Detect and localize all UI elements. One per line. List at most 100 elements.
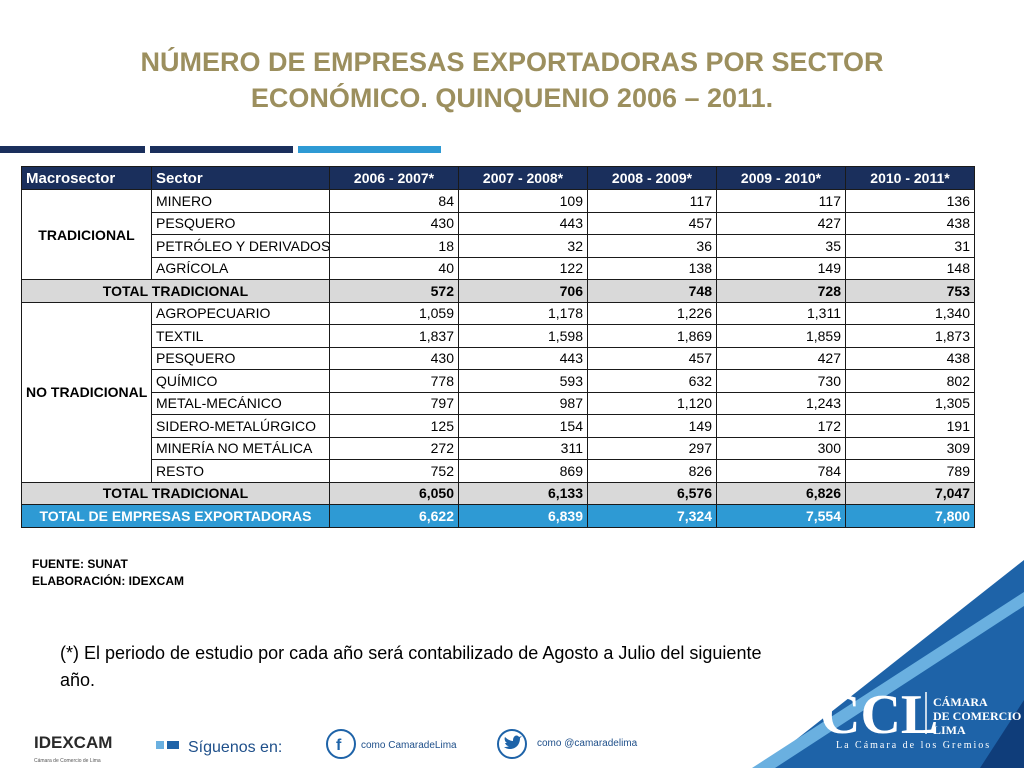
value-cell: 632 xyxy=(587,369,717,393)
header-year: 2007 - 2008* xyxy=(458,166,588,190)
follow-text: Síguenos en: xyxy=(188,739,282,756)
header-year: 2009 - 2010* xyxy=(716,166,846,190)
value-cell: 430 xyxy=(329,211,459,235)
value-cell: 32 xyxy=(458,234,588,258)
grand-total-value: 7,554 xyxy=(716,504,846,528)
value-cell: 1,226 xyxy=(587,301,717,325)
value-cell: 84 xyxy=(329,189,459,213)
value-cell: 31 xyxy=(845,234,975,258)
twitter-handle[interactable]: como @camaradelima xyxy=(537,738,638,749)
table-row: TEXTIL 1,837 1,598 1,869 1,859 1,873 xyxy=(22,324,975,348)
page-title: NÚMERO DE EMPRESAS EXPORTADORAS POR SECT… xyxy=(40,44,984,116)
value-cell: 154 xyxy=(458,414,588,438)
table-row: SIDERO-METALÚRGICO 125 154 149 172 191 xyxy=(22,414,975,438)
value-cell: 122 xyxy=(458,256,588,280)
value-cell: 117 xyxy=(716,189,846,213)
total-value: 753 xyxy=(845,279,975,303)
value-cell: 149 xyxy=(716,256,846,280)
footnote: (*) El periodo de estudio por cada año s… xyxy=(60,643,762,690)
value-cell: 311 xyxy=(458,436,588,460)
value-cell: 443 xyxy=(458,211,588,235)
header-macrosector: Macrosector xyxy=(21,166,152,190)
value-cell: 438 xyxy=(845,346,975,370)
table-row: PESQUERO 430 443 457 427 438 xyxy=(22,211,975,235)
value-cell: 109 xyxy=(458,189,588,213)
table-row: PESQUERO 430 443 457 427 438 xyxy=(22,346,975,370)
value-cell: 784 xyxy=(716,459,846,483)
value-cell: 36 xyxy=(587,234,717,258)
facebook-icon[interactable]: f xyxy=(326,729,356,759)
value-cell: 802 xyxy=(845,369,975,393)
title-line-1: NÚMERO DE EMPRESAS EXPORTADORAS POR SECT… xyxy=(140,47,884,77)
macrosector-cell: TRADICIONAL xyxy=(21,189,152,280)
value-cell: 1,311 xyxy=(716,301,846,325)
sector-cell: RESTO xyxy=(151,459,330,483)
sector-cell: QUÍMICO xyxy=(151,369,330,393)
value-cell: 797 xyxy=(329,391,459,415)
value-cell: 40 xyxy=(329,256,459,280)
value-cell: 826 xyxy=(587,459,717,483)
source-fuente: FUENTE: SUNAT xyxy=(32,557,128,571)
idexcam-logo: IDEXCAM xyxy=(34,733,112,752)
value-cell: 309 xyxy=(845,436,975,460)
value-cell: 987 xyxy=(458,391,588,415)
value-cell: 730 xyxy=(716,369,846,393)
value-cell: 778 xyxy=(329,369,459,393)
value-cell: 300 xyxy=(716,436,846,460)
header-year: 2006 - 2007* xyxy=(329,166,459,190)
value-cell: 1,305 xyxy=(845,391,975,415)
header-year: 2008 - 2009* xyxy=(587,166,717,190)
source-block: FUENTE: SUNAT ELABORACIÓN: IDEXCAM xyxy=(32,556,184,590)
total-value: 572 xyxy=(329,279,459,303)
total-label: TOTAL TRADICIONAL xyxy=(21,481,330,505)
value-cell: 1,178 xyxy=(458,301,588,325)
value-cell: 191 xyxy=(845,414,975,438)
svg-text:f: f xyxy=(336,737,342,754)
value-cell: 430 xyxy=(329,346,459,370)
table-row: PETRÓLEO Y DERIVADOS 18 32 36 35 31 xyxy=(22,234,975,258)
total-value: 748 xyxy=(587,279,717,303)
macrosector-cell: NO TRADICIONAL xyxy=(21,301,152,483)
value-cell: 438 xyxy=(845,211,975,235)
bar-navy-2 xyxy=(150,146,293,153)
value-cell: 1,120 xyxy=(587,391,717,415)
sector-cell: PESQUERO xyxy=(151,211,330,235)
facebook-handle[interactable]: como CamaradeLima xyxy=(361,740,457,751)
total-row: TOTAL TRADICIONAL 572 706 748 728 753 xyxy=(21,279,975,303)
table-row: RESTO 752 869 826 784 789 xyxy=(22,459,975,483)
follow-square-light xyxy=(156,741,164,749)
table-row: NO TRADICIONAL AGROPECUARIO 1,059 1,178 … xyxy=(21,301,975,483)
twitter-icon[interactable] xyxy=(497,729,527,759)
value-cell: 593 xyxy=(458,369,588,393)
total-row: TOTAL TRADICIONAL 6,050 6,133 6,576 6,82… xyxy=(21,481,975,505)
grand-total-value: 7,800 xyxy=(845,504,975,528)
value-cell: 172 xyxy=(716,414,846,438)
value-cell: 148 xyxy=(845,256,975,280)
value-cell: 1,837 xyxy=(329,324,459,348)
follow-square-dark xyxy=(167,741,179,749)
value-cell: 443 xyxy=(458,346,588,370)
sector-cell: SIDERO-METALÚRGICO xyxy=(151,414,330,438)
grand-total-value: 6,622 xyxy=(329,504,459,528)
value-cell: 1,869 xyxy=(587,324,717,348)
sector-cell: AGRÍCOLA xyxy=(151,256,330,280)
sector-cell: MINERO xyxy=(151,189,330,213)
title-line-2: ECONÓMICO. QUINQUENIO 2006 – 2011. xyxy=(250,83,774,113)
value-cell: 272 xyxy=(329,436,459,460)
sector-cell: AGROPECUARIO xyxy=(151,301,330,325)
source-elaboracion: ELABORACIÓN: IDEXCAM xyxy=(32,574,184,588)
value-cell: 427 xyxy=(716,346,846,370)
grand-total-label: TOTAL DE EMPRESAS EXPORTADORAS xyxy=(21,504,330,528)
ccl-name-3: LIMA xyxy=(933,723,966,737)
grand-total-row: TOTAL DE EMPRESAS EXPORTADORAS 6,622 6,8… xyxy=(21,504,975,528)
table-row: QUÍMICO 778 593 632 730 802 xyxy=(22,369,975,393)
total-value: 728 xyxy=(716,279,846,303)
value-cell: 457 xyxy=(587,346,717,370)
value-cell: 149 xyxy=(587,414,717,438)
grand-total-value: 7,324 xyxy=(587,504,717,528)
value-cell: 457 xyxy=(587,211,717,235)
value-cell: 1,873 xyxy=(845,324,975,348)
value-cell: 297 xyxy=(587,436,717,460)
value-cell: 138 xyxy=(587,256,717,280)
total-label: TOTAL TRADICIONAL xyxy=(21,279,330,303)
